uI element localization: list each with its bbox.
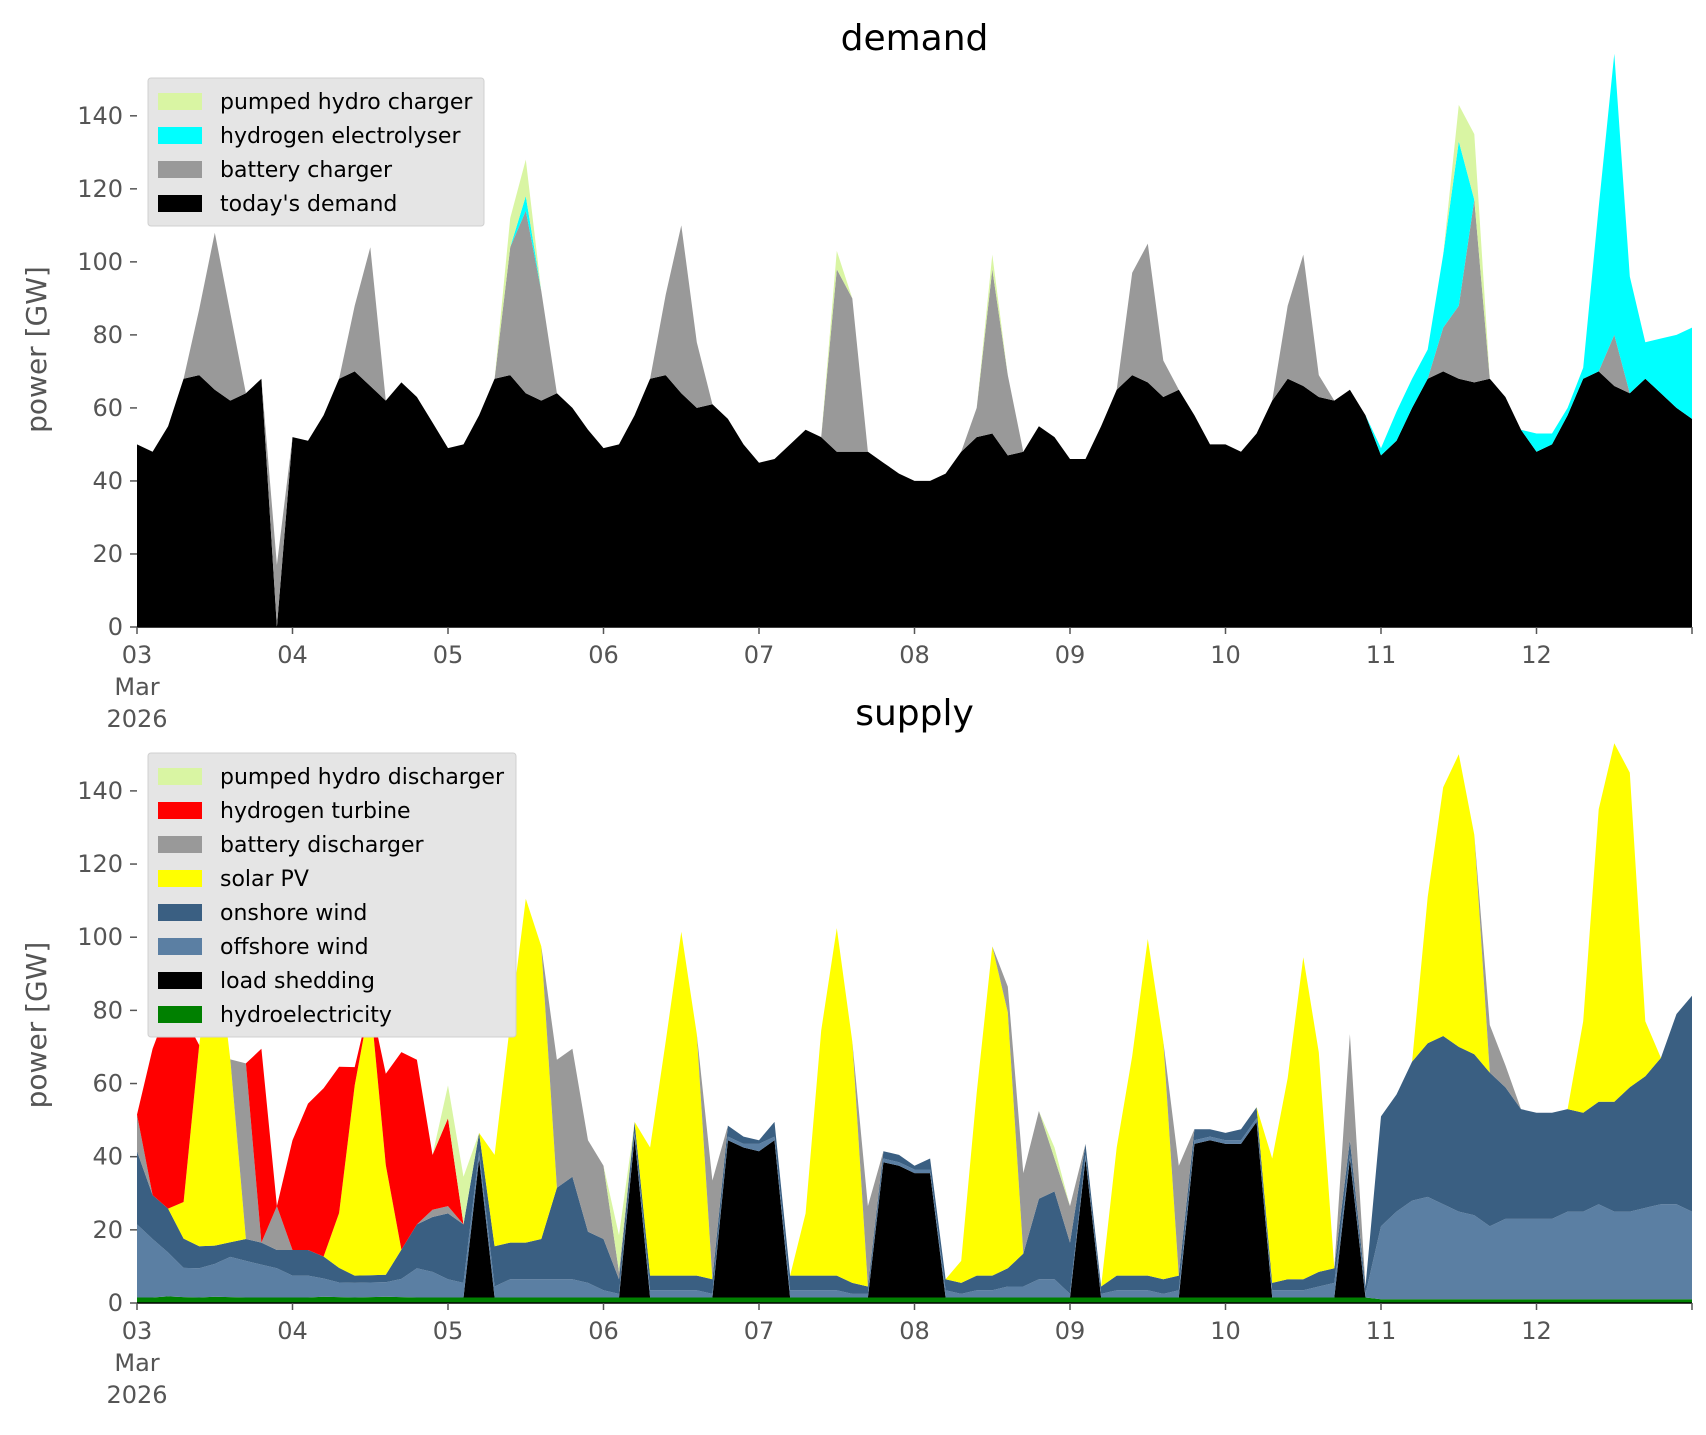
y-axis-label: power [GW] [20,266,53,433]
y-tick-label: 20 [92,1216,123,1244]
legend-swatch [158,870,202,887]
chart-demand: demand 0 20 40 60 80 100 120 140 03 04 05 06 07 08 09 10… [20,18,1693,733]
legend-swatch [158,768,202,785]
y-tick-label: 140 [77,102,123,130]
legend-label: hydrogen electrolyser [220,124,461,149]
x-tick-label: 05 [433,641,464,669]
x-tick-label: 12 [1521,1317,1552,1345]
x-tick-label: 10 [1210,1317,1241,1345]
chart-title: supply [855,693,974,734]
legend-swatch [158,972,202,989]
legend-swatch [158,836,202,853]
y-tick-label: 100 [77,248,123,276]
y-tick-label: 140 [77,777,123,805]
x-tick-label: 03 [122,641,153,669]
plot-area [137,743,1692,1303]
legend: pumped hydro discharger hydrogen turbine b… [147,752,517,1038]
legend-label: offshore wind [220,935,369,960]
y-tick-label: 120 [77,850,123,878]
x-tick-label: 06 [588,1317,619,1345]
y-tick-label: 80 [92,996,123,1024]
legend-label: hydroelectricity [220,1003,392,1028]
legend-label: pumped hydro charger [220,90,473,115]
plot-area [137,53,1692,628]
y-tick-label: 40 [92,467,123,495]
legend-label: pumped hydro discharger [220,765,505,790]
x-tick-label: 11 [1366,641,1397,669]
x-tick-label: 07 [744,641,775,669]
x-tick-label: 06 [588,641,619,669]
series-area-onshore-wind [137,995,1692,1294]
x-tick-sublabel: 2026 [106,705,167,733]
series-area-battery-charger [137,199,1692,628]
y-tick-label: 0 [108,613,123,641]
y-tick-label: 0 [108,1289,123,1317]
y-tick-label: 120 [77,175,123,203]
legend-label: solar PV [220,867,309,892]
legend-label: battery charger [220,158,393,183]
x-tick-label: 05 [433,1317,464,1345]
series-area-load-shedding [137,1121,1692,1300]
y-tick-label: 60 [92,1070,123,1098]
x-tick-label: 07 [744,1317,775,1345]
series-area-solar-pv [137,743,1692,1287]
y-tick-label: 20 [92,540,123,568]
legend-label: battery discharger [220,833,425,858]
y-tick-label: 40 [92,1143,123,1171]
x-tick-label: 08 [899,641,930,669]
legend-swatch [158,904,202,921]
x-tick-label: 04 [277,1317,308,1345]
series-area-pumped-hydro-charger [137,53,1692,565]
x-tick-label: 04 [277,641,308,669]
legend-swatch [158,195,202,212]
legend-swatch [158,1006,202,1023]
x-tick-sublabel: Mar [114,673,159,701]
y-axis-label: power [GW] [20,942,53,1109]
legend-box [147,752,517,1038]
legend-label: today's demand [220,192,397,217]
series-area-hydroelectricity [137,1296,1692,1303]
series-area-hydrogen-turbine [137,743,1692,1287]
chart-title: demand [841,18,989,59]
y-tick-label: 60 [92,394,123,422]
legend-label: hydrogen turbine [220,799,411,824]
x-tick-label: 11 [1366,1317,1397,1345]
legend-swatch [158,802,202,819]
legend-label: load shedding [220,969,375,994]
x-tick-sublabel: 2026 [106,1381,167,1409]
y-tick-label: 80 [92,321,123,349]
series-area-offshore-wind [137,1118,1692,1300]
x-tick-label: 09 [1055,641,1086,669]
x-tick-label: 09 [1055,1317,1086,1345]
legend-swatch [158,93,202,110]
legend-swatch [158,938,202,955]
x-tick-label: 12 [1521,641,1552,669]
series-area-today-s-demand [137,371,1692,627]
legend: pumped hydro charger hydrogen electrolyse… [147,77,485,227]
legend-swatch [158,161,202,178]
x-tick-sublabel: Mar [114,1349,159,1377]
legend-swatch [158,127,202,144]
chart-supply: supply 0 20 40 60 80 100 120 140 03 04 05 06 07 08 09 10… [20,693,1693,1409]
legend-box [147,77,485,227]
legend-label: onshore wind [220,901,367,926]
x-tick-label: 10 [1210,641,1241,669]
y-tick-label: 100 [77,923,123,951]
x-tick-label: 03 [122,1317,153,1345]
x-tick-label: 08 [899,1317,930,1345]
